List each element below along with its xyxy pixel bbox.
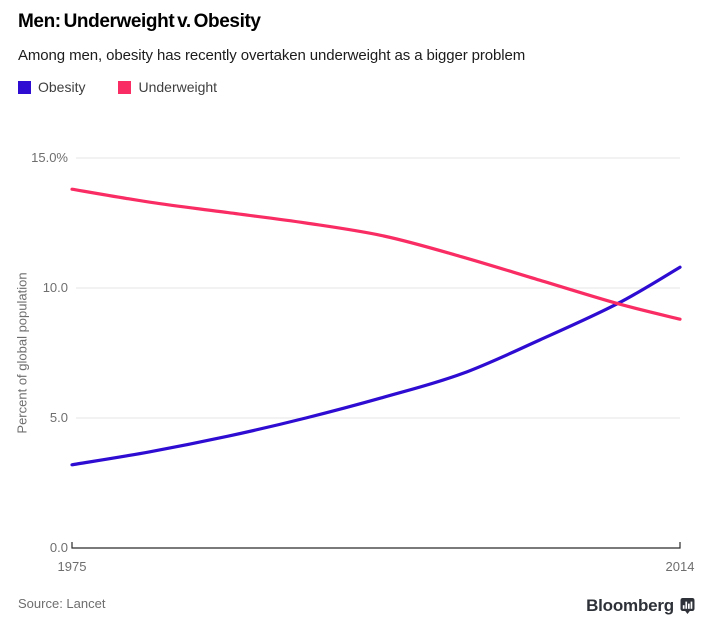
- x-tick-label-2014: 2014: [665, 559, 695, 574]
- source-credit: Source: Lancet: [18, 596, 106, 611]
- obesity-swatch: [18, 80, 31, 94]
- legend-label-underweight: Underweight: [138, 79, 218, 95]
- bloomberg-wordmark: Bloomberg: [586, 596, 674, 615]
- bloomberg-logo: Bloomberg: [586, 596, 695, 616]
- page-title: Men: Underweight v. Obesity: [18, 11, 261, 32]
- page-subtitle: Among men, obesity has recently overtake…: [18, 47, 526, 64]
- y-tick-label-15: 15.0%: [31, 150, 68, 165]
- legend-label-obesity: Obesity: [38, 79, 86, 95]
- bloomberg-chart-bubble-icon: [680, 598, 695, 614]
- y-tick-label-10: 10.0: [42, 280, 68, 295]
- x-axis: [71, 542, 681, 549]
- legend-item-underweight: Underweight: [118, 79, 217, 95]
- y-tick-label-0: 0.0: [49, 540, 68, 555]
- x-tick-label-1975: 1975: [57, 559, 87, 574]
- legend-item-obesity: Obesity: [18, 79, 85, 95]
- underweight-swatch: [118, 80, 132, 94]
- legend: Obesity Underweight: [18, 79, 217, 95]
- series-line-obesity: [70, 265, 682, 467]
- y-tick-label-5: 5.0: [49, 410, 68, 425]
- series-line-underweight: [70, 187, 682, 321]
